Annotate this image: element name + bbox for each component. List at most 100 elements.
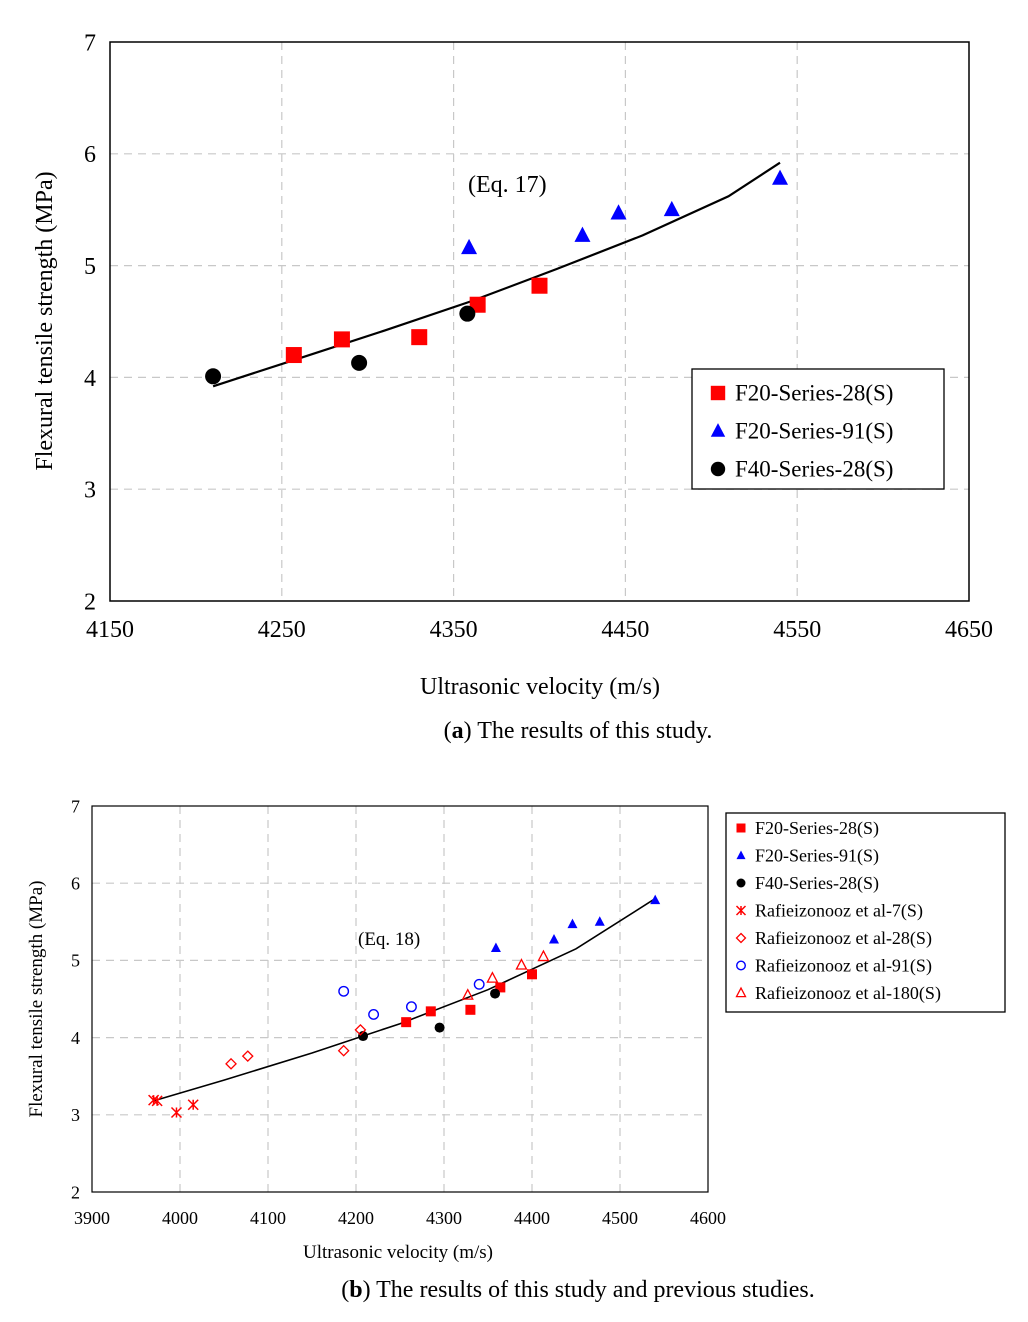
chart-b-point-series-6	[368, 1008, 380, 1020]
chart-a-annotation: (Eq. 17)	[468, 172, 547, 198]
chart-b-x-tick-label: 4300	[426, 1208, 462, 1228]
chart-a-point-series-2	[610, 204, 627, 220]
chart-b-y-tick-labels: 2 3 4 5 6 7	[71, 796, 80, 1202]
chart-b-legend-label: F20-Series-91(S)	[755, 845, 879, 866]
chart-b-point-series-3	[434, 1022, 445, 1033]
chart-b-caption-text: ) The results of this study and previous…	[363, 1277, 815, 1303]
chart-a-legend-marker	[710, 461, 726, 477]
chart-b-point-series-3	[358, 1031, 369, 1042]
chart-b-y-tick-label: 2	[71, 1182, 80, 1202]
chart-b-y-tick-label: 3	[71, 1105, 80, 1125]
chart-b-point-series-7	[537, 949, 550, 962]
chart-b-legend-marker	[736, 878, 746, 888]
chart-b-x-tick-label: 4400	[514, 1208, 550, 1228]
chart-a-x-tick-label: 4350	[430, 617, 478, 643]
chart-b-point-series-6	[473, 978, 485, 990]
chart-b-point-series-1	[465, 1004, 476, 1015]
chart-b-point-series-4	[170, 1106, 183, 1119]
chart-b-point-series-7	[486, 971, 499, 983]
chart-b-point-series-3	[490, 988, 501, 999]
chart-a-x-tick-label: 4550	[773, 617, 821, 643]
chart-b-x-tick-label: 4200	[338, 1208, 374, 1228]
chart-b-point-series-5	[354, 1023, 367, 1036]
chart-b-point-series-7	[461, 988, 474, 1000]
chart-b-x-tick-label: 4100	[250, 1208, 286, 1228]
chart-b-legend-marker	[735, 932, 747, 944]
chart-a-point-series-3	[205, 368, 222, 385]
chart-b-legend-label: F20-Series-28(S)	[755, 818, 879, 839]
chart-a-y-tick-label: 3	[84, 478, 96, 504]
chart-b-legend-marker	[736, 960, 746, 971]
chart-b-legend-label: F40-Series-28(S)	[755, 873, 879, 894]
chart-b-legend-label: Rafieizonooz et al-28(S)	[755, 928, 932, 949]
chart-b-fit-curve	[153, 897, 656, 1102]
chart-b-y-tick-label: 7	[71, 796, 80, 816]
chart-b-legend-marker	[735, 905, 747, 916]
chart-b-point-series-5	[241, 1050, 254, 1063]
chart-b-y-axis-label: Flexural tensile strength (MPa)	[26, 881, 47, 1118]
chart-b-point-series-2	[567, 918, 578, 929]
chart-b-point-series-2	[594, 916, 605, 926]
chart-b-points	[148, 894, 661, 1119]
chart-b-y-tick-label: 6	[71, 874, 80, 894]
chart-a-plot-area	[109, 41, 970, 602]
chart-b-x-tick-label: 4500	[602, 1208, 638, 1228]
chart-b-point-series-2	[549, 934, 559, 944]
chart-b-point-series-4	[187, 1099, 199, 1111]
chart-a: 4150 4250 4350 4450 4550 4650 2 3 4 5 6 7 (Eq. 17)…	[32, 30, 993, 744]
chart-b-legend-marker	[736, 850, 746, 860]
chart-b-point-series-4	[151, 1095, 163, 1107]
chart-a-point-series-3	[351, 354, 368, 371]
chart-a-legend-marker	[710, 423, 726, 437]
chart-b-y-tick-label: 4	[71, 1028, 80, 1048]
chart-b-x-tick-label: 4600	[690, 1208, 726, 1228]
chart-b-point-series-1	[401, 1017, 412, 1028]
chart-b-point-series-1	[495, 982, 506, 993]
chart-b-annotation: (Eq. 18)	[358, 929, 420, 950]
chart-b-caption: (b) The results of this study and previo…	[341, 1277, 815, 1303]
chart-a-y-tick-label: 7	[84, 30, 96, 56]
chart-b-x-tick-label: 3900	[74, 1208, 110, 1228]
chart-a-y-tick-label: 6	[84, 142, 96, 168]
chart-b-point-series-5	[337, 1044, 350, 1057]
chart-a-y-axis-label: Flexural tensile strength (MPa)	[32, 171, 58, 470]
chart-a-point-series-1	[469, 296, 486, 313]
chart-a-point-series-3	[459, 305, 476, 322]
chart-b-legend-label: Rafieizonooz et al-7(S)	[755, 900, 923, 921]
chart-b-point-series-1	[425, 1006, 436, 1017]
chart-a-x-tick-label: 4150	[86, 617, 134, 643]
chart-a-caption: (a) The results of this study.	[444, 718, 713, 744]
chart-a-legend-label: F20-Series-91(S)	[735, 419, 893, 444]
chart-b-point-series-7	[515, 958, 528, 970]
chart-b-legend-marker	[736, 823, 746, 833]
chart-b-point-series-2	[490, 942, 501, 953]
chart-a-x-tick-labels: 4150 4250 4350 4450 4550 4650	[86, 617, 993, 643]
chart-a-points	[205, 169, 789, 385]
chart-a-caption-letter: a	[452, 718, 464, 744]
chart-a-x-tick-label: 4450	[601, 617, 649, 643]
chart-b-legend-box	[725, 812, 1006, 1013]
chart-a-x-tick-label: 4650	[945, 617, 993, 643]
chart-a-point-series-2	[574, 226, 591, 242]
chart-b-caption-letter: b	[349, 1277, 362, 1303]
chart-a-point-series-1	[333, 331, 350, 348]
chart-b-grid	[92, 806, 708, 1192]
chart-b-legend-label: Rafieizonooz et al-180(S)	[755, 983, 941, 1004]
chart-b-point-series-2	[650, 894, 661, 905]
chart-a-legend-marker	[710, 385, 726, 401]
chart-a-y-tick-label: 4	[84, 366, 96, 392]
chart-a-x-axis-label: Ultrasonic velocity (m/s)	[420, 674, 660, 700]
chart-a-y-tick-label: 5	[84, 254, 96, 280]
chart-b-point-series-5	[225, 1057, 237, 1070]
chart-a-point-series-1	[531, 277, 548, 294]
chart-a-legend-label: F40-Series-28(S)	[735, 457, 893, 482]
chart-a-point-series-2	[772, 169, 789, 185]
chart-b-x-tick-label: 4000	[162, 1208, 198, 1228]
chart-b-legend-marker	[735, 986, 747, 998]
chart-b-y-tick-label: 5	[71, 951, 80, 971]
chart-a-legend: F20-Series-28(S) F20-Series-91(S) F40-Seri…	[691, 368, 945, 490]
chart-a-caption-text: ) The results of this study.	[464, 718, 713, 744]
chart-a-legend-box	[691, 368, 945, 490]
chart-b-legend-label: Rafieizonooz et al-91(S)	[755, 955, 932, 976]
